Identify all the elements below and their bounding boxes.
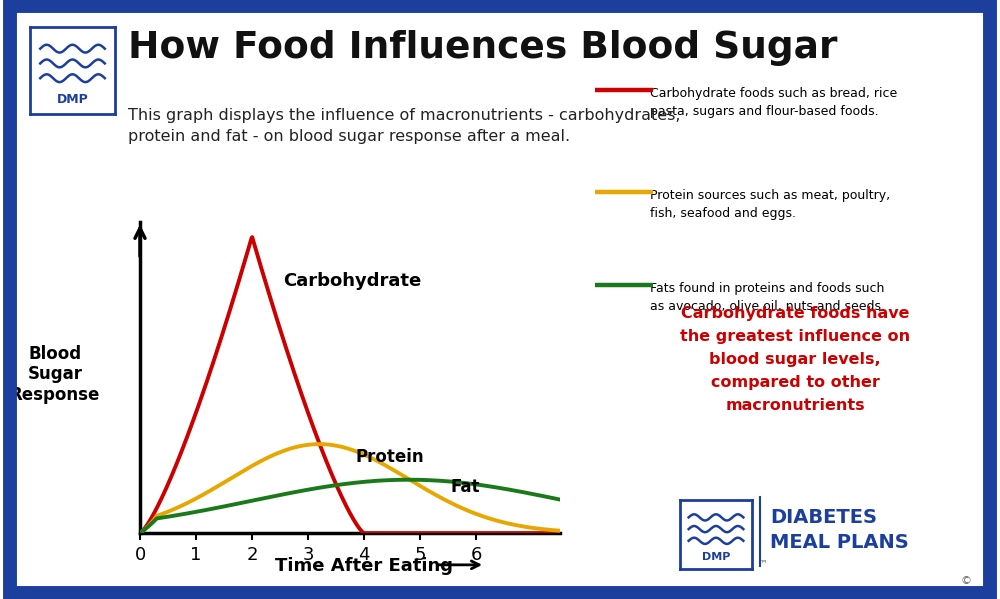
Text: Blood
Sugar
Response: Blood Sugar Response xyxy=(10,344,100,404)
Text: How Food Influences Blood Sugar: How Food Influences Blood Sugar xyxy=(128,30,838,66)
Text: ™: ™ xyxy=(758,558,768,568)
Text: Protein: Protein xyxy=(356,449,424,467)
Text: ©: © xyxy=(961,576,972,586)
Text: Fats found in proteins and foods such
as avocado, olive oil, nuts and seeds.: Fats found in proteins and foods such as… xyxy=(650,282,885,313)
Text: Carbohydrate: Carbohydrate xyxy=(283,272,421,290)
Text: DMP: DMP xyxy=(57,92,88,105)
Text: Fat: Fat xyxy=(451,478,480,496)
Text: Time After Eating: Time After Eating xyxy=(275,557,453,575)
Text: Protein sources such as meat, poultry,
fish, seafood and eggs.: Protein sources such as meat, poultry, f… xyxy=(650,189,890,220)
Text: Carbohydrate foods have
the greatest influence on
blood sugar levels,
compared t: Carbohydrate foods have the greatest inf… xyxy=(680,306,910,413)
Text: This graph displays the influence of macronutrients - carbohydrates,
protein and: This graph displays the influence of mac… xyxy=(128,108,680,144)
Text: DMP: DMP xyxy=(702,552,730,562)
Text: DIABETES
MEAL PLANS: DIABETES MEAL PLANS xyxy=(770,509,909,552)
Text: Carbohydrate foods such as bread, rice
pasta, sugars and flour-based foods.: Carbohydrate foods such as bread, rice p… xyxy=(650,87,897,118)
